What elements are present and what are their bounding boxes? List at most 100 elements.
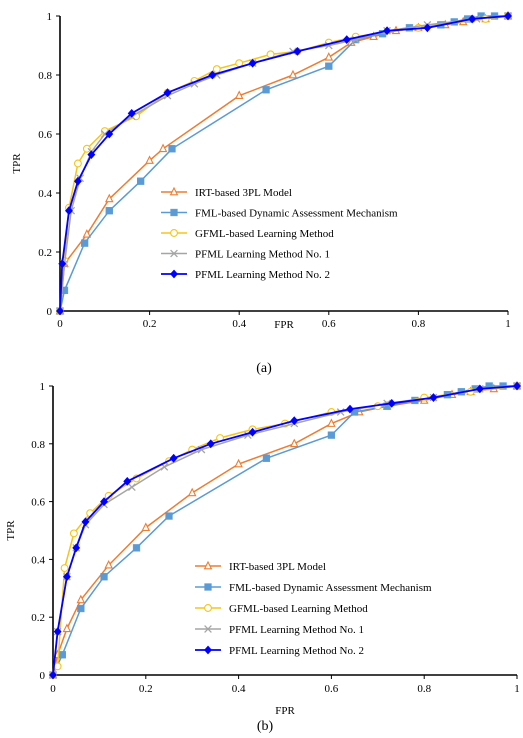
data-point <box>288 69 298 79</box>
x-tick-label: 0.4 <box>232 683 246 695</box>
x-axis-title: FPR <box>275 705 295 717</box>
legend: IRT-based 3PL Model FML-based Dynamic Ass… <box>161 186 398 281</box>
data-point <box>100 497 108 506</box>
legend-item: PFML Learning Method No. 2 <box>161 269 330 281</box>
data-point <box>56 306 64 316</box>
data-point <box>346 404 354 414</box>
legend-item: IRT-based 3PL Model <box>161 186 292 199</box>
legend-swatch-marker <box>204 583 212 591</box>
y-tick-label: 0.8 <box>38 70 52 82</box>
y-tick-label: 0.2 <box>38 247 52 259</box>
y-tick-label: 1 <box>40 381 46 393</box>
legend: IRT-based 3PL Model FML-based Dynamic Ass… <box>195 560 432 657</box>
data-point <box>383 26 391 36</box>
legend-item: IRT-based 3PL Model <box>195 560 326 573</box>
series-line <box>59 15 509 312</box>
legend-item: PFML Learning Method No. 1 <box>161 249 330 261</box>
x-axis-title: FPR <box>274 319 294 331</box>
x-tick-label: 0.8 <box>412 318 426 330</box>
data-point <box>105 129 114 139</box>
x-tick-label: 0.2 <box>143 318 157 330</box>
data-point <box>104 559 113 569</box>
y-tick-label: 0 <box>40 670 46 682</box>
y-tick-label: 0.6 <box>38 129 52 141</box>
legend-swatch-marker <box>203 560 213 570</box>
panel-caption: (b) <box>257 719 274 734</box>
data-point <box>206 439 215 449</box>
data-point <box>212 65 221 74</box>
data-point <box>158 143 168 153</box>
y-tick-label: 0.8 <box>31 439 45 451</box>
data-point <box>504 11 512 21</box>
data-point <box>429 393 438 402</box>
data-point <box>423 23 432 33</box>
data-point <box>60 564 69 573</box>
data-point <box>69 529 78 538</box>
x-tick-label: 0.8 <box>417 683 431 695</box>
data-point <box>187 487 197 497</box>
x-tick-label: 1 <box>514 683 520 695</box>
legend-swatch-marker <box>204 645 212 655</box>
data-point <box>208 70 217 80</box>
legend-label: PFML Learning Method No. 1 <box>195 249 330 261</box>
data-point <box>127 108 136 118</box>
series-diamond-4 <box>56 11 512 316</box>
panel-caption: (a) <box>256 361 272 376</box>
legend-item: PFML Learning Method No. 2 <box>195 645 364 657</box>
series-line <box>59 15 508 312</box>
data-point <box>475 384 484 394</box>
data-point <box>104 491 113 500</box>
data-point <box>248 58 257 68</box>
legend-swatch-marker <box>170 229 178 237</box>
data-point <box>53 627 62 637</box>
series-diamond-4 <box>49 381 521 680</box>
y-tick-label: 1 <box>47 11 53 23</box>
data-point <box>289 438 299 448</box>
legend-swatch-marker <box>170 269 178 279</box>
legend-label: GFML-based Learning Method <box>229 603 368 615</box>
data-point <box>327 431 336 439</box>
data-point <box>80 239 89 247</box>
data-point <box>81 517 90 527</box>
data-point <box>165 512 173 520</box>
data-point <box>53 662 62 671</box>
chart-panel-a: 0 0.2 0.4 0.6 0.8 1 0 0.2 0.4 0.6 0.8 1 FPR TPR IRT-ba… <box>11 10 513 376</box>
chart-panel-b: 0 0.2 0.4 0.6 0.8 1 0 0.2 0.4 0.6 0.8 1 FPR TPR IRT-ba… <box>5 380 522 734</box>
data-point <box>168 145 176 153</box>
legend-label: FML-based Dynamic Assessment Mechanism <box>195 208 398 220</box>
data-point <box>87 150 96 160</box>
data-point <box>293 47 302 56</box>
data-point <box>62 572 71 582</box>
data-point <box>234 90 244 99</box>
legend-label: IRT-based 3PL Model <box>229 561 326 573</box>
x-tick-label: 0.6 <box>322 318 336 330</box>
legend-swatch-marker <box>170 249 178 258</box>
data-point <box>248 427 257 437</box>
y-tick-label: 0.4 <box>31 554 45 566</box>
y-axis-title: TPR <box>5 520 17 541</box>
legend-item: PFML Learning Method No. 1 <box>195 624 364 636</box>
legend-label: PFML Learning Method No. 1 <box>229 624 364 636</box>
data-point <box>58 651 66 659</box>
data-point <box>100 573 108 581</box>
data-point <box>49 670 57 680</box>
legend-label: IRT-based 3PL Model <box>195 187 292 199</box>
data-point <box>169 453 178 463</box>
data-point <box>132 544 141 552</box>
data-point <box>73 176 82 186</box>
y-tick-label: 0.4 <box>38 188 52 200</box>
data-point <box>342 35 351 44</box>
data-point <box>104 193 114 203</box>
data-point <box>327 418 336 427</box>
data-point <box>141 522 151 531</box>
data-point <box>82 229 92 238</box>
legend-label: PFML Learning Method No. 2 <box>229 645 364 657</box>
data-point <box>65 206 73 216</box>
data-point <box>82 144 91 153</box>
data-point <box>62 623 72 633</box>
series-line <box>59 15 509 312</box>
legend-item: FML-based Dynamic Assessment Mechanism <box>161 208 398 220</box>
data-point <box>128 483 136 492</box>
y-tick-label: 0.6 <box>31 497 45 509</box>
